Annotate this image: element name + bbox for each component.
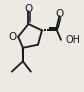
Text: O: O — [9, 32, 17, 42]
Text: O: O — [56, 9, 64, 19]
Text: O: O — [24, 4, 33, 14]
Text: OH: OH — [66, 35, 81, 45]
